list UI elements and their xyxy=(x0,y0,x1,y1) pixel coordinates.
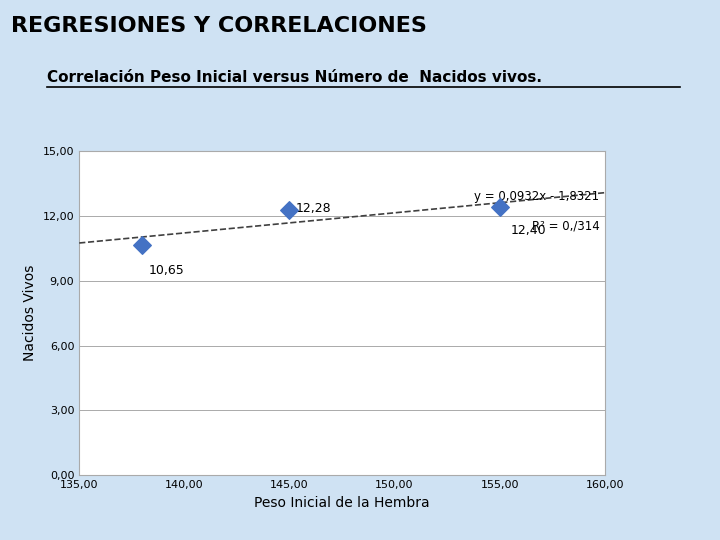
Point xyxy=(137,241,148,249)
Text: R² = 0,/314: R² = 0,/314 xyxy=(532,219,600,232)
Text: Correlación Peso Inicial versus Número de  Nacidos vivos.: Correlación Peso Inicial versus Número d… xyxy=(47,70,541,85)
Text: 12,28: 12,28 xyxy=(296,202,331,215)
X-axis label: Peso Inicial de la Hembra: Peso Inicial de la Hembra xyxy=(254,496,430,510)
Text: REGRESIONES Y CORRELACIONES: REGRESIONES Y CORRELACIONES xyxy=(11,16,427,36)
Text: 10,65: 10,65 xyxy=(148,264,184,276)
Point xyxy=(494,203,505,212)
Y-axis label: Nacidos Vivos: Nacidos Vivos xyxy=(23,265,37,361)
Point xyxy=(284,206,295,214)
Text: y = 0,0932x - 1,8321: y = 0,0932x - 1,8321 xyxy=(474,190,600,203)
Text: 12,40: 12,40 xyxy=(510,224,546,237)
